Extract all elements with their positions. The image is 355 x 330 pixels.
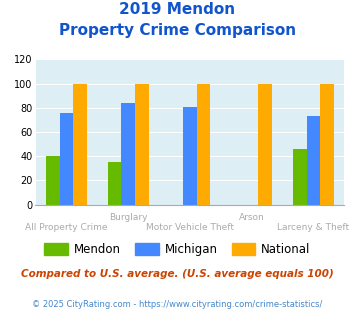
Text: Property Crime Comparison: Property Crime Comparison: [59, 23, 296, 38]
Bar: [258, 83, 272, 205]
Text: Compared to U.S. average. (U.S. average equals 100): Compared to U.S. average. (U.S. average …: [21, 269, 334, 279]
Text: Motor Vehicle Theft: Motor Vehicle Theft: [146, 223, 234, 232]
Bar: [320, 83, 334, 205]
Bar: [197, 83, 210, 205]
Bar: [183, 107, 197, 205]
Text: © 2025 CityRating.com - https://www.cityrating.com/crime-statistics/: © 2025 CityRating.com - https://www.city…: [32, 300, 323, 309]
Bar: [135, 83, 148, 205]
Bar: [46, 156, 60, 205]
Text: 2019 Mendon: 2019 Mendon: [119, 2, 236, 16]
Bar: [108, 162, 121, 205]
Bar: [307, 116, 320, 205]
Text: All Property Crime: All Property Crime: [25, 223, 108, 232]
Bar: [73, 83, 87, 205]
Text: Larceny & Theft: Larceny & Theft: [277, 223, 350, 232]
Bar: [60, 113, 73, 205]
Bar: [121, 103, 135, 205]
Legend: Mendon, Michigan, National: Mendon, Michigan, National: [40, 239, 315, 261]
Text: Arson: Arson: [239, 213, 264, 222]
Bar: [293, 149, 307, 205]
Text: Burglary: Burglary: [109, 213, 147, 222]
